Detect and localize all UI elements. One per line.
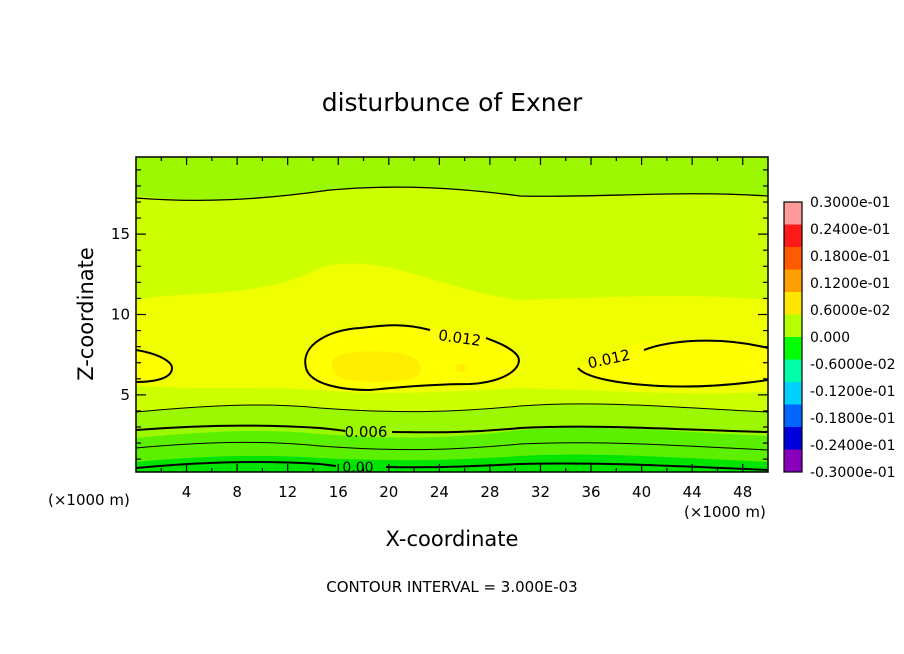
x-tick-label: 28 (480, 483, 499, 501)
contour-label-0006: 0.006 (345, 423, 388, 441)
colorbar-label: 0.6000e-02 (810, 303, 890, 319)
contour-line-upper (136, 186, 768, 201)
colorbar-label: -0.1800e-01 (810, 411, 896, 427)
field-region-0015-dot (456, 364, 468, 372)
colorbar-swatch (784, 292, 802, 315)
colorbar-swatch (784, 314, 802, 338)
contour-line-0006 (136, 424, 768, 434)
colorbar-swatch (784, 382, 802, 405)
y-tick-label: 5 (120, 386, 130, 404)
colorbar-swatch (784, 247, 802, 270)
colorbar-label: 0.1800e-01 (810, 249, 890, 265)
y-tick-label: 15 (111, 225, 130, 243)
colorbar-swatch (784, 359, 802, 383)
colorbar-label: 0.1200e-01 (810, 276, 890, 292)
plot-area (136, 157, 768, 472)
colorbar-swatch (784, 427, 802, 450)
contour-label-0012-center: 0.012 (437, 326, 482, 350)
x-unit-right: (×1000 m) (684, 503, 766, 521)
x-tick-label: 8 (232, 483, 242, 501)
colorbar-swatch (784, 337, 802, 360)
colorbar-swatch (784, 449, 802, 473)
x-axis-label: X-coordinate (386, 527, 519, 551)
contour-label-0000: 0.00 (342, 460, 373, 476)
x-tick-label: 16 (329, 483, 348, 501)
field-region-0012-right (578, 339, 768, 387)
x-tick-label: 20 (379, 483, 398, 501)
x-tick-label: 12 (278, 483, 297, 501)
colorbar-swatch (784, 202, 802, 225)
colorbar-swatch (784, 269, 802, 293)
contour-interval-note: CONTOUR INTERVAL = 3.000E-03 (326, 578, 577, 596)
x-tick-label: 48 (733, 483, 752, 501)
colorbar-label: 0.000 (810, 330, 850, 346)
x-tick-label: 32 (531, 483, 550, 501)
contour-line-0009 (136, 403, 768, 413)
colorbar-label: 0.3000e-01 (810, 195, 890, 211)
contour-line-0003 (136, 441, 768, 451)
colorbar-label: -0.6000e-02 (810, 357, 896, 373)
x-tick-label: 24 (430, 483, 449, 501)
contour-line-0012-center (304, 324, 520, 392)
field-region-0012-left (136, 350, 172, 382)
x-tick-label: 40 (632, 483, 651, 501)
x-tick-label: 44 (683, 483, 702, 501)
x-tick-label: 4 (182, 483, 192, 501)
x-tick-label: 36 (581, 483, 600, 501)
colorbar-label: 0.2400e-01 (810, 222, 890, 238)
y-axis-label: Z-coordinate (74, 247, 98, 381)
colorbar-swatch (784, 224, 802, 248)
y-axis: 5 10 15 (111, 169, 768, 460)
colorbar-label: -0.2400e-01 (810, 438, 896, 454)
y-tick-label: 10 (111, 306, 130, 324)
colorbar-label: -0.1200e-01 (810, 384, 896, 400)
colorbar-labels: 0.3000e-01 0.2400e-01 0.1800e-01 0.1200e-01… (810, 195, 896, 481)
contour-line-0012-left (136, 349, 174, 383)
chart-title: disturbunce of Exner (322, 88, 583, 117)
colorbar-label: -0.3000e-01 (810, 465, 896, 481)
colorbar (783, 201, 803, 473)
colorbar-frame (783, 201, 803, 473)
field-band-0009-upper (136, 157, 768, 200)
colorbar-swatch (784, 404, 802, 428)
contour-line-0012-right (577, 339, 768, 388)
field-region-0015-core (331, 351, 421, 382)
x-unit-left: (×1000 m) (48, 491, 130, 509)
x-axis: 4 8 12 16 20 24 28 32 36 40 44 48 (160, 157, 752, 501)
